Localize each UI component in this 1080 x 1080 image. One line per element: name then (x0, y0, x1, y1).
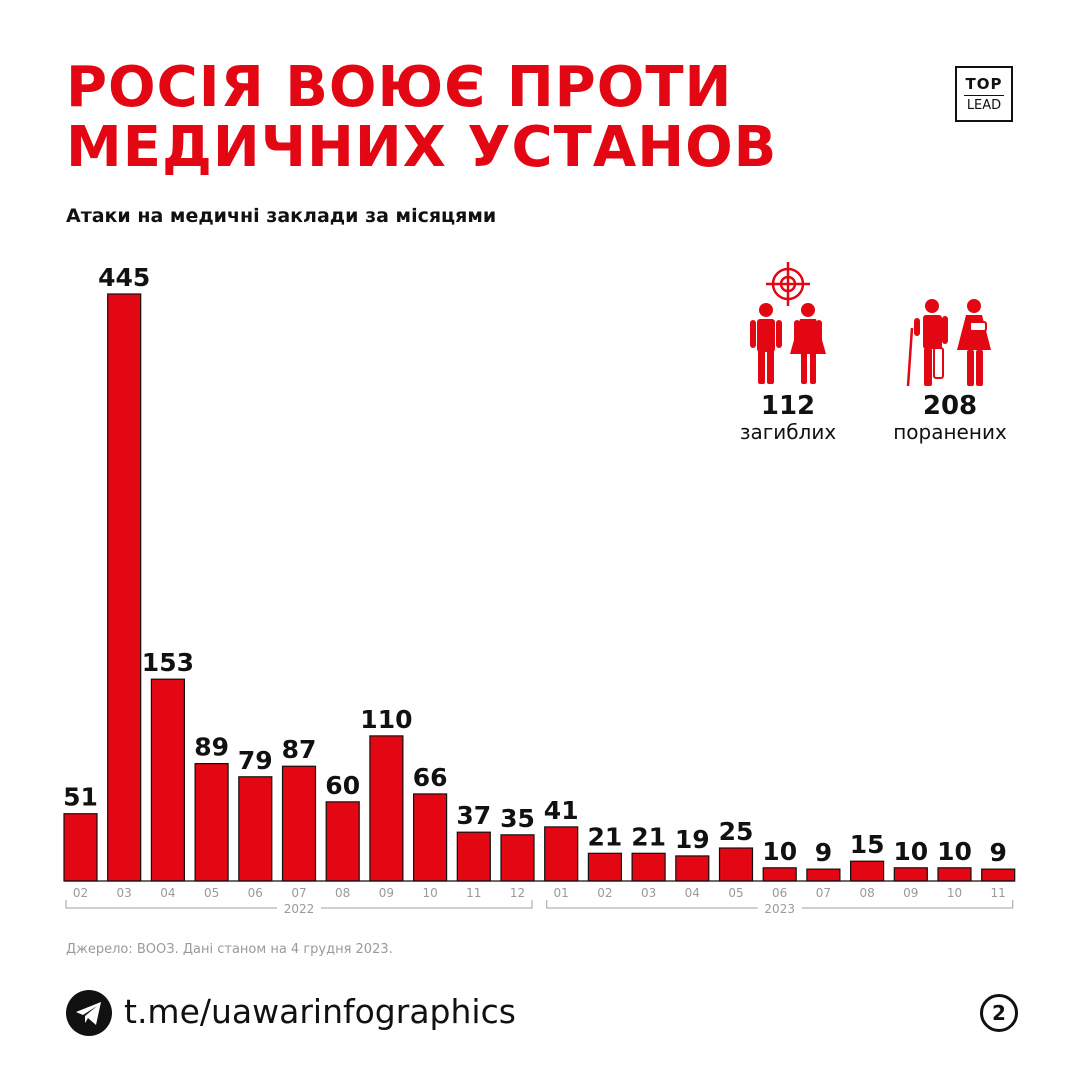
x-tick-label: 07 (291, 886, 306, 900)
bar-11 (544, 826, 579, 882)
bar-1 (107, 293, 142, 882)
bar-10 (500, 834, 535, 882)
bar-value-label: 25 (719, 817, 754, 846)
x-tick-label: 09 (903, 886, 918, 900)
bar-8 (413, 793, 448, 882)
title-line-1: РОСІЯ ВОЮЄ ПРОТИ (66, 55, 733, 120)
bar-value-label: 79 (238, 746, 273, 775)
bar-7 (369, 735, 404, 882)
bar-12 (587, 852, 623, 882)
x-tick-label: 11 (991, 886, 1006, 900)
bar-value-label: 87 (282, 735, 317, 764)
year-label-bg (757, 899, 802, 915)
x-tick-label: 09 (379, 886, 394, 900)
bar-value-label: 445 (98, 263, 150, 292)
bar-value-label: 89 (194, 733, 229, 762)
bar-value-label: 21 (588, 822, 623, 851)
x-tick-label: 12 (510, 886, 525, 900)
bar-16 (762, 867, 797, 882)
x-tick-label: 10 (947, 886, 962, 900)
bar-13 (631, 852, 666, 882)
bar-value-label: 110 (360, 705, 412, 734)
killed-people-icon (750, 262, 826, 384)
title-line-2: МЕДИЧНИХ УСТАНОВ (66, 115, 778, 180)
x-tick-label: 05 (204, 886, 219, 900)
woman-figure-icon (790, 303, 826, 384)
bar-value-label: 153 (142, 648, 194, 677)
x-tick-label: 03 (641, 886, 656, 900)
bar-value-label: 9 (815, 838, 832, 867)
bar-value-label: 37 (456, 801, 491, 830)
bar-14 (675, 855, 710, 882)
source-note: Джерело: ВООЗ. Дані станом на 4 грудня 2… (66, 942, 393, 957)
bar-value-label: 10 (762, 837, 797, 866)
bar-value-label: 15 (850, 830, 885, 859)
bar-15 (718, 847, 754, 882)
chart-subtitle: Атаки на медичні заклади за місяцями (66, 205, 497, 227)
bar-value-label: 41 (544, 796, 579, 825)
bar-value-label: 10 (893, 837, 928, 866)
killed-label: загиблих (739, 420, 837, 444)
logo-line-1: TOP (965, 74, 1003, 93)
x-tick-label: 08 (859, 886, 874, 900)
bar-value-label: 51 (63, 783, 98, 812)
bar-value-label: 60 (325, 771, 360, 800)
bar-0 (63, 813, 98, 882)
bar-18 (849, 860, 885, 882)
x-tick-label: 06 (248, 886, 263, 900)
bar-21 (981, 868, 1016, 882)
bar-19 (893, 867, 928, 882)
bar-value-label: 9 (989, 838, 1006, 867)
injured-people-icon (906, 299, 991, 387)
bar-value-label: 66 (413, 763, 448, 792)
page-title: РОСІЯ ВОЮЄ ПРОТИ МЕДИЧНИХ УСТАНОВ (66, 58, 777, 178)
bar-17 (806, 868, 841, 882)
x-tick-label: 03 (117, 886, 132, 900)
bar-value-label: 10 (937, 837, 972, 866)
telegram-icon (66, 990, 112, 1036)
page-number: 2 (980, 994, 1018, 1032)
bar-2 (150, 678, 185, 882)
x-tick-label: 05 (728, 886, 743, 900)
target-crosshair-icon (766, 262, 810, 306)
man-figure-icon (750, 303, 782, 384)
top-lead-logo: TOP LEAD (955, 66, 1013, 122)
x-tick-label: 06 (772, 886, 787, 900)
year-label-bg (277, 899, 321, 915)
injured-label: поранених (893, 420, 1007, 444)
x-tick-label: 01 (554, 886, 569, 900)
injured-woman-icon (957, 299, 991, 386)
year-label: 2022 (284, 902, 315, 916)
bar-4 (238, 776, 273, 882)
x-tick-label: 10 (422, 886, 437, 900)
x-tick-label: 11 (466, 886, 481, 900)
bar-value-label: 35 (500, 804, 535, 833)
bar-9 (456, 831, 491, 882)
x-tick-label: 02 (73, 886, 88, 900)
x-tick-label: 04 (160, 886, 175, 900)
logo-divider (964, 94, 1004, 96)
injured-stat: 208 поранених (870, 392, 1030, 444)
injured-count: 208 (922, 391, 978, 421)
x-tick-label: 02 (597, 886, 612, 900)
logo-line-2: LEAD (966, 97, 1002, 113)
bar-3 (194, 762, 229, 882)
bar-5 (281, 765, 317, 882)
bar-6 (325, 801, 360, 882)
injured-man-icon (906, 299, 948, 387)
x-tick-label: 07 (816, 886, 831, 900)
x-tick-label: 04 (685, 886, 700, 900)
bar-value-label: 21 (631, 822, 666, 851)
bar-20 (937, 867, 972, 882)
killed-count: 112 (760, 391, 816, 421)
year-label: 2023 (764, 902, 795, 916)
x-tick-label: 08 (335, 886, 350, 900)
telegram-link[interactable]: t.me/uawarinfographics (124, 992, 516, 1031)
killed-stat: 112 загиблих (708, 392, 868, 444)
bar-value-label: 19 (675, 825, 710, 854)
